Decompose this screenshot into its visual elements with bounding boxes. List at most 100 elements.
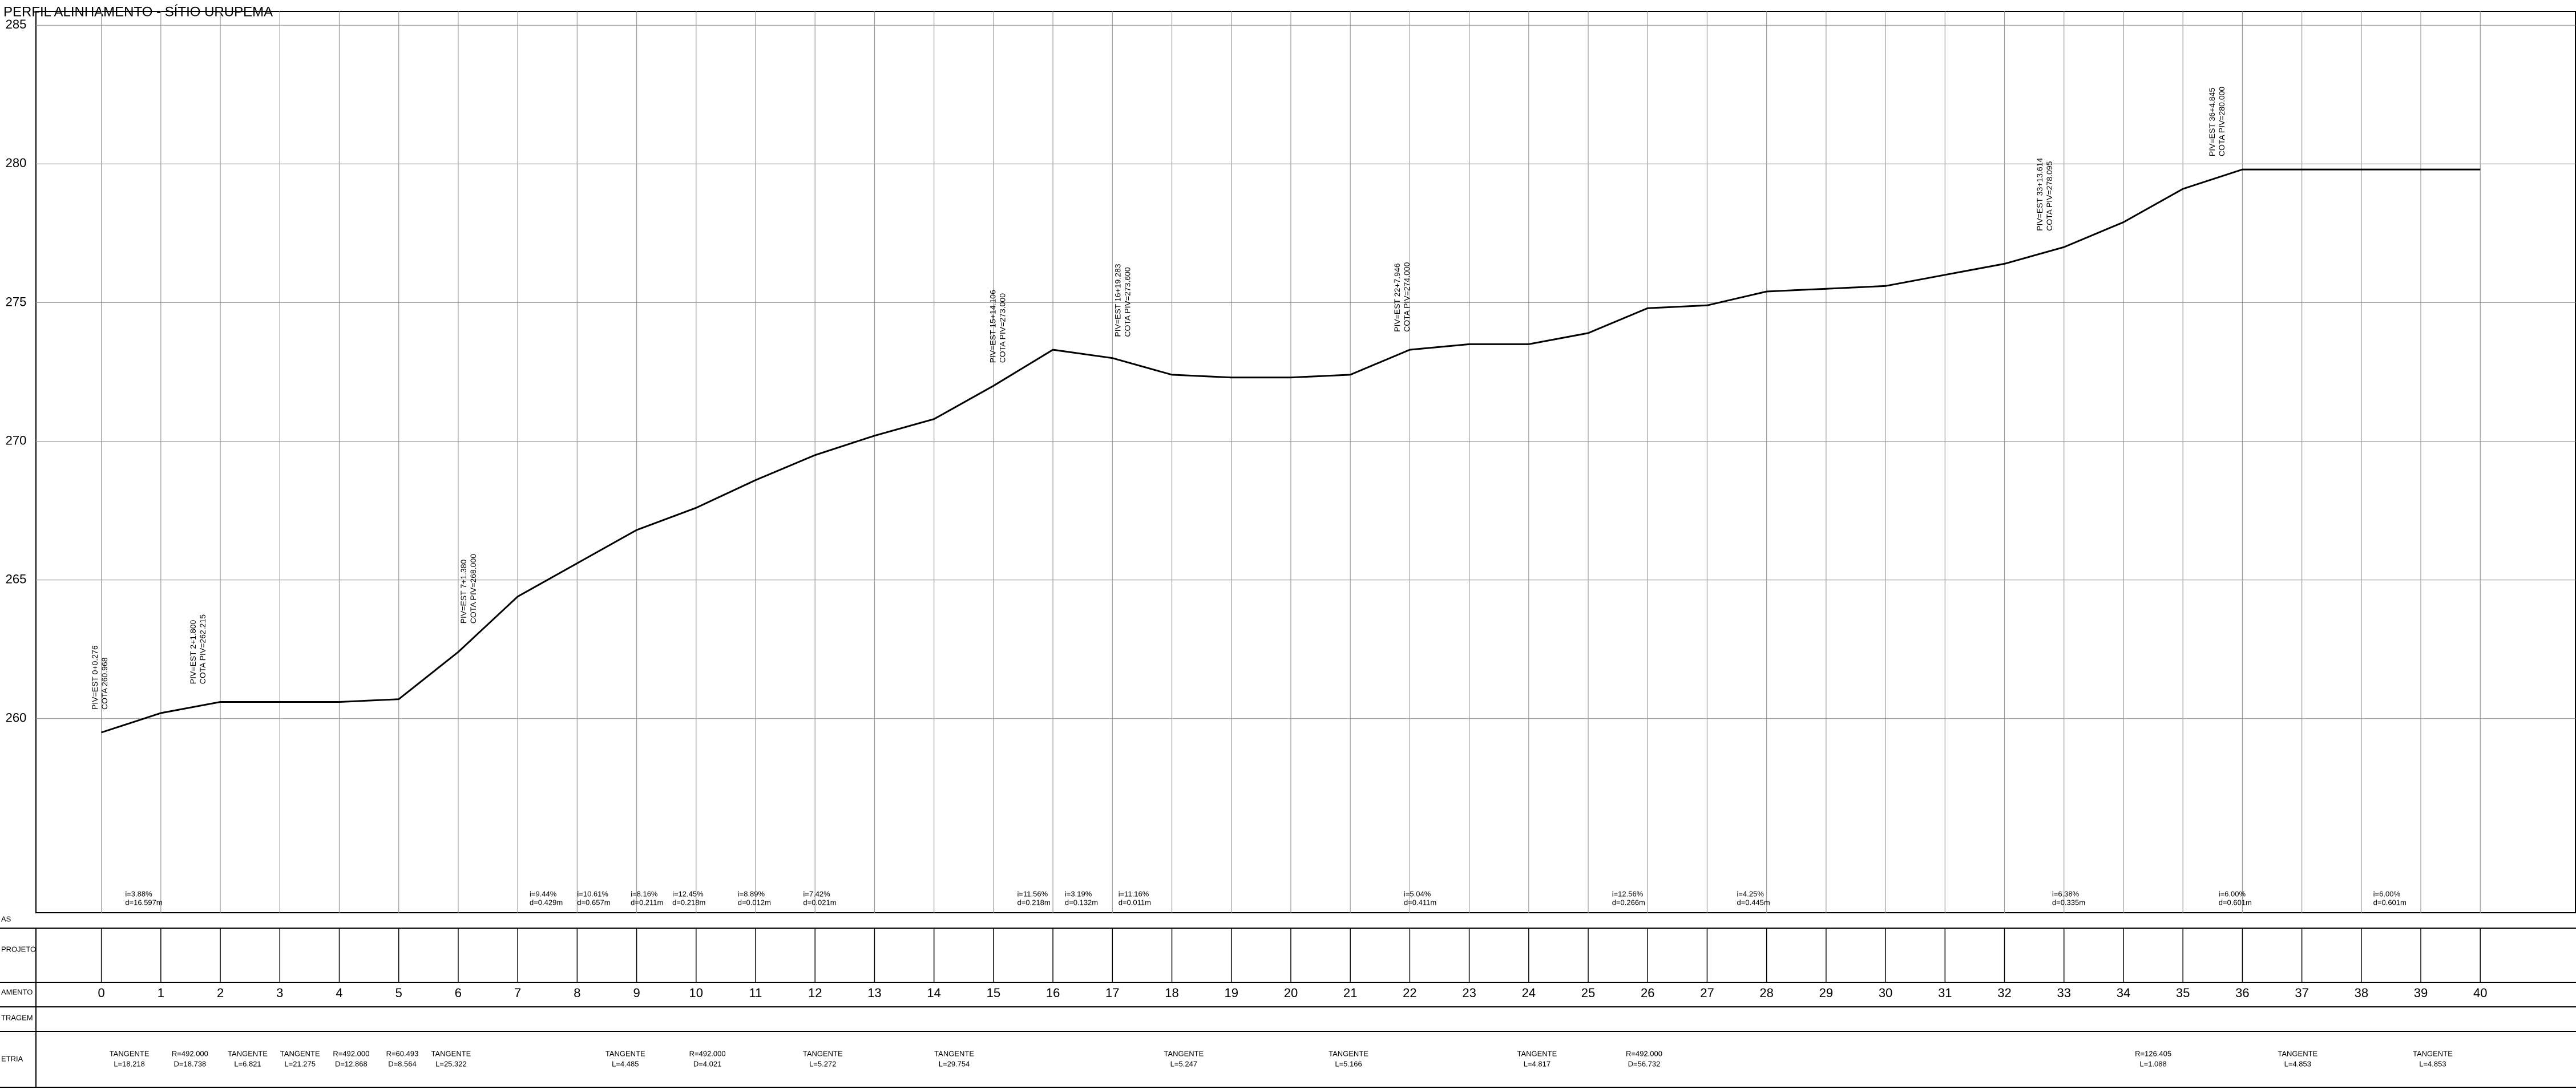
x-tick-label: 11 bbox=[749, 986, 762, 1000]
x-tick-label: 23 bbox=[1462, 986, 1476, 1000]
geometry-label: TANGENTE bbox=[2278, 1049, 2317, 1058]
grade-label: i=6.00% bbox=[2219, 889, 2246, 898]
grade-label: d=0.021m bbox=[803, 898, 836, 906]
x-tick-label: 34 bbox=[2117, 986, 2130, 1000]
geometry-label: TANGENTE bbox=[1517, 1049, 1557, 1058]
x-tick-label: 2 bbox=[217, 986, 224, 1000]
x-tick-label: 21 bbox=[1343, 986, 1357, 1000]
y-tick-label: 280 bbox=[6, 156, 27, 170]
x-tick-label: 15 bbox=[987, 986, 1000, 1000]
geometry-label: L=4.853 bbox=[2284, 1059, 2311, 1068]
annotation: PIV=EST 16+19.283COTA PIV=273.600 bbox=[1113, 264, 1132, 337]
y-tick-label: 285 bbox=[6, 17, 27, 31]
annotation-text: PIV=EST 2+1.800 bbox=[188, 620, 197, 684]
grade-label: d=0.266m bbox=[1612, 898, 1645, 906]
annotation-text: COTA 260.968 bbox=[100, 657, 109, 710]
x-tick-label: 6 bbox=[455, 986, 462, 1000]
row-label: AS bbox=[1, 914, 11, 923]
x-tick-label: 20 bbox=[1284, 986, 1298, 1000]
annotation-text: PIV=EST 33+13.614 bbox=[2035, 158, 2044, 231]
annotation: PIV=EST 7+1.380COTA PIV=268.000 bbox=[459, 554, 478, 624]
x-tick-label: 36 bbox=[2235, 986, 2249, 1000]
geometry-label: R=492.000 bbox=[172, 1049, 208, 1058]
x-tick-label: 18 bbox=[1165, 986, 1178, 1000]
annotation-text: PIV=EST 0+0.276 bbox=[90, 645, 99, 710]
geometry-label: L=4.485 bbox=[612, 1059, 639, 1068]
annotation-text: COTA PIV=274.000 bbox=[1402, 262, 1411, 332]
x-tick-label: 3 bbox=[276, 986, 283, 1000]
geometry-label: TANGENTE bbox=[110, 1049, 150, 1058]
annotation-text: PIV=EST 7+1.380 bbox=[459, 559, 468, 624]
grade-label: d=16.597m bbox=[125, 898, 162, 906]
grade-label: d=0.601m bbox=[2219, 898, 2252, 906]
x-tick-label: 19 bbox=[1224, 986, 1238, 1000]
grade-label: d=0.132m bbox=[1065, 898, 1098, 906]
x-tick-label: 14 bbox=[927, 986, 940, 1000]
geometry-label: TANGENTE bbox=[280, 1049, 320, 1058]
geometry-label: D=18.738 bbox=[174, 1059, 207, 1068]
x-tick-label: 10 bbox=[689, 986, 703, 1000]
x-tick-label: 13 bbox=[867, 986, 881, 1000]
y-tick-label: 275 bbox=[6, 294, 27, 309]
annotation-text: PIV=EST 22+7.946 bbox=[1392, 263, 1402, 332]
row-label: PROJETO bbox=[1, 945, 36, 953]
y-tick-label: 270 bbox=[6, 433, 27, 447]
y-tick-label: 260 bbox=[6, 711, 27, 725]
x-tick-label: 28 bbox=[1759, 986, 1773, 1000]
grade-label: i=7.42% bbox=[803, 889, 830, 898]
annotation: PIV=EST 15+14.106COTA PIV=273.000 bbox=[988, 290, 1007, 363]
x-tick-label: 26 bbox=[1641, 986, 1654, 1000]
x-tick-label: 17 bbox=[1105, 986, 1119, 1000]
geometry-label: L=4.853 bbox=[2419, 1059, 2446, 1068]
annotation-text: COTA PIV=268.000 bbox=[469, 554, 478, 624]
annotation-text: COTA PIV=280.000 bbox=[2217, 87, 2226, 157]
grade-label: i=8.89% bbox=[738, 889, 765, 898]
grade-label: d=0.218m bbox=[672, 898, 705, 906]
geometry-label: L=29.754 bbox=[939, 1059, 970, 1068]
grade-label: d=0.445m bbox=[1737, 898, 1770, 906]
x-tick-label: 27 bbox=[1700, 986, 1714, 1000]
grade-label: i=5.04% bbox=[1404, 889, 1431, 898]
geometry-label: L=18.218 bbox=[114, 1059, 145, 1068]
x-tick-label: 7 bbox=[514, 986, 521, 1000]
x-tick-label: 16 bbox=[1046, 986, 1060, 1000]
x-tick-label: 1 bbox=[158, 986, 164, 1000]
geometry-label: R=492.000 bbox=[689, 1049, 726, 1058]
geometry-label: R=60.493 bbox=[386, 1049, 419, 1058]
grade-label: d=0.011m bbox=[1119, 898, 1151, 906]
x-tick-label: 5 bbox=[395, 986, 402, 1000]
grade-label: i=12.56% bbox=[1612, 889, 1644, 898]
x-tick-label: 25 bbox=[1581, 986, 1595, 1000]
x-tick-label: 4 bbox=[336, 986, 342, 1000]
annotation-text: PIV=EST 36+4.845 bbox=[2207, 88, 2216, 157]
annotation-text: COTA PIV=278.095 bbox=[2045, 161, 2054, 231]
x-tick-label: 37 bbox=[2295, 986, 2308, 1000]
x-tick-label: 12 bbox=[808, 986, 822, 1000]
x-tick-label: 8 bbox=[574, 986, 580, 1000]
geometry-label: L=21.275 bbox=[284, 1059, 316, 1068]
geometry-label: R=492.000 bbox=[333, 1049, 369, 1058]
grade-label: i=3.19% bbox=[1065, 889, 1092, 898]
x-tick-label: 9 bbox=[633, 986, 640, 1000]
row-label: AMENTO bbox=[1, 987, 33, 996]
grade-label: i=4.25% bbox=[1737, 889, 1765, 898]
grade-label: d=0.601m bbox=[2373, 898, 2407, 906]
geometry-label: D=4.021 bbox=[693, 1059, 722, 1068]
geometry-label: L=6.821 bbox=[234, 1059, 261, 1068]
geometry-label: L=5.272 bbox=[809, 1059, 836, 1068]
geometry-label: TANGENTE bbox=[605, 1049, 645, 1058]
grade-label: d=0.211m bbox=[631, 898, 663, 906]
background bbox=[0, 0, 2576, 1089]
grade-label: i=11.16% bbox=[1119, 889, 1149, 898]
geometry-label: TANGENTE bbox=[934, 1049, 974, 1058]
grade-label: i=6.00% bbox=[2373, 889, 2401, 898]
grade-label: d=0.335m bbox=[2052, 898, 2085, 906]
geometry-label: L=4.817 bbox=[1524, 1059, 1551, 1068]
geometry-label: L=1.088 bbox=[2139, 1059, 2166, 1068]
x-tick-label: 32 bbox=[1997, 986, 2011, 1000]
grade-label: i=8.16% bbox=[631, 889, 658, 898]
grade-label: i=6.38% bbox=[2052, 889, 2080, 898]
